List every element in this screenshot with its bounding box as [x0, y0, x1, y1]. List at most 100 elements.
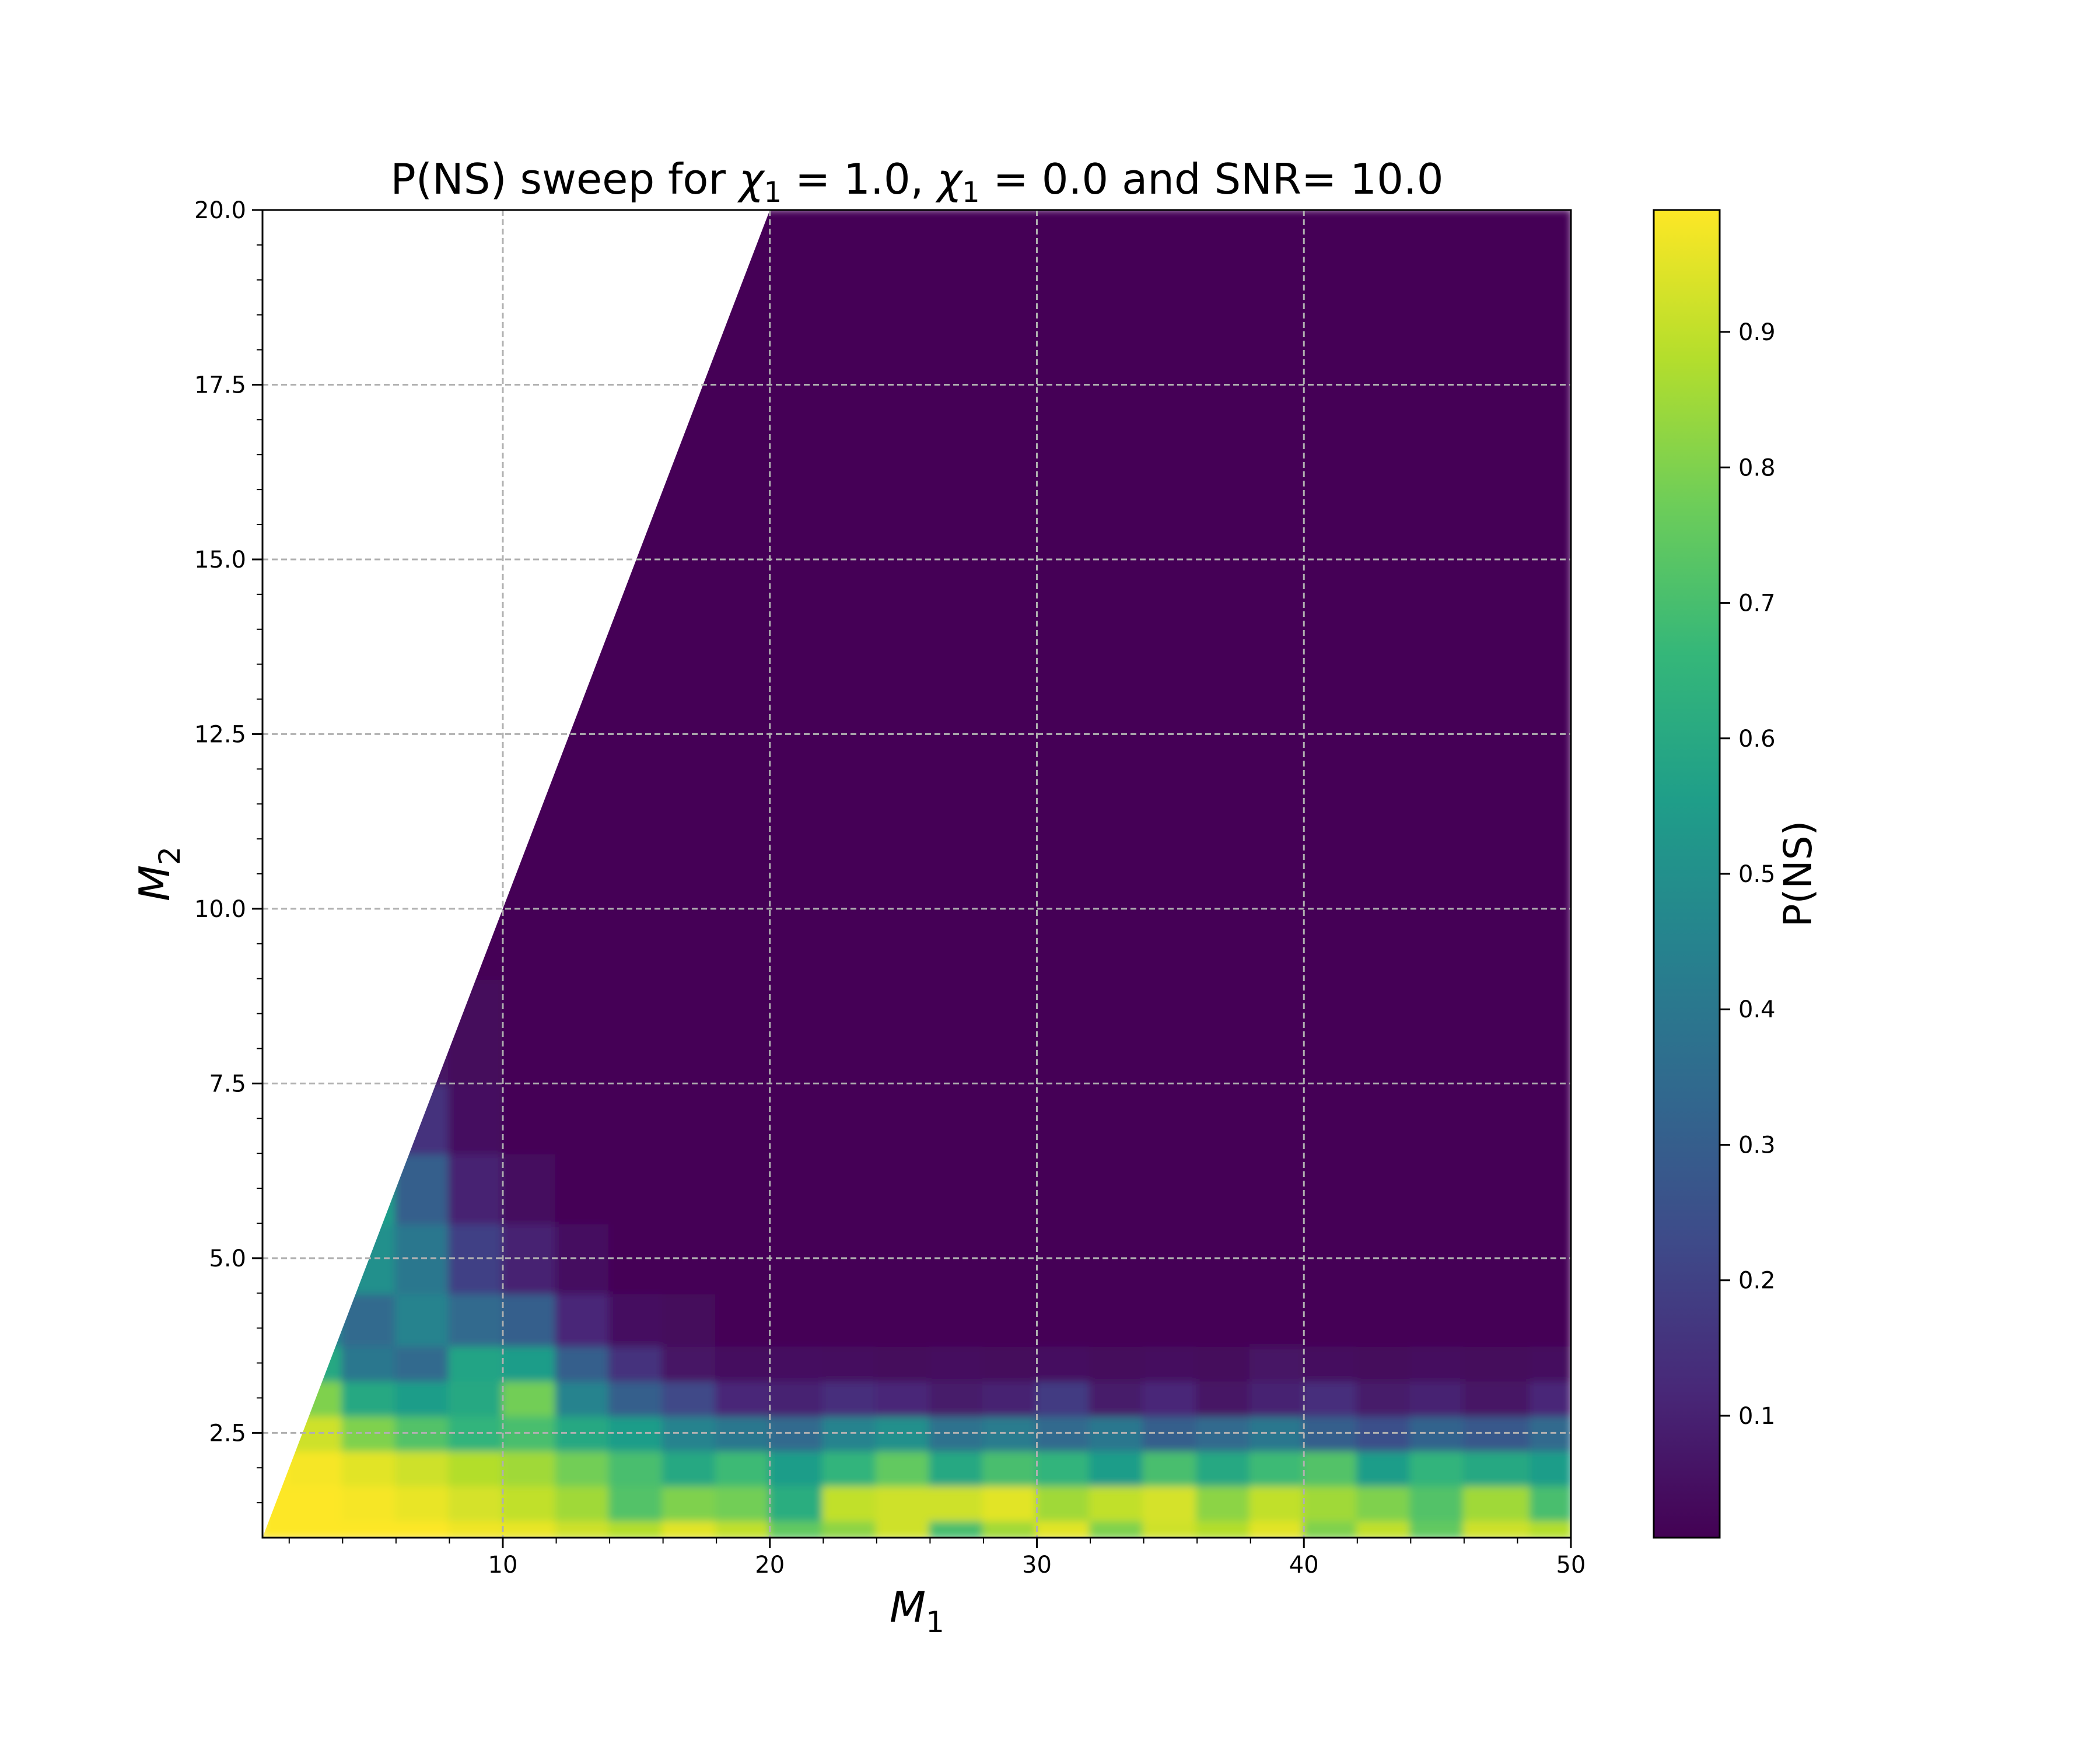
heatmap-cell — [662, 1484, 718, 1522]
heatmap-cell — [1356, 1484, 1412, 1522]
x-tick-label: 50 — [1556, 1552, 1586, 1578]
heatmap-cell — [1035, 1519, 1092, 1538]
heatmap-cell — [1462, 1484, 1532, 1522]
heatmap-cell — [448, 1082, 504, 1155]
heatmap-cell — [1409, 210, 1465, 299]
heatmap-cell — [341, 1449, 397, 1487]
heatmap-cell — [715, 1292, 771, 1347]
colorbar-gradient — [1654, 210, 1720, 1538]
heatmap-cell — [1089, 977, 1145, 1085]
heatmap-cell — [448, 1379, 504, 1417]
heatmap-cell — [1035, 1379, 1092, 1417]
heatmap-cell — [929, 210, 985, 299]
heatmap-cell — [1249, 1292, 1306, 1347]
heatmap-cell — [768, 1449, 825, 1487]
heatmap-cell — [1409, 1519, 1465, 1538]
heatmap-cell — [929, 1292, 985, 1347]
heatmap-cell — [875, 1414, 932, 1452]
heatmap-cell — [929, 1519, 985, 1538]
heatmap-cell — [875, 1484, 932, 1522]
x-axis-title-subscript: 1 — [926, 1605, 944, 1639]
heatmap-cell — [501, 1449, 558, 1487]
heatmap-cell — [1035, 1414, 1092, 1452]
heatmap-cell — [768, 1292, 825, 1347]
y-tick-label: 12.5 — [194, 721, 246, 748]
heatmap-cell — [875, 1292, 932, 1347]
heatmap-cell — [1035, 1449, 1092, 1487]
heatmap-cell — [1249, 977, 1306, 1085]
heatmap-cell — [1196, 1449, 1252, 1487]
heatmap-cell — [394, 1449, 451, 1487]
heatmap-cell — [1249, 1344, 1306, 1382]
heatmap-cell — [1089, 820, 1145, 980]
heatmap-cell — [875, 1344, 932, 1382]
heatmap-cell — [1089, 1449, 1145, 1487]
heatmap-cell — [608, 1082, 664, 1155]
heatmap-cell — [822, 1379, 878, 1417]
heatmap-cell — [929, 1152, 985, 1224]
heatmap-cell — [1530, 1082, 1571, 1155]
heatmap-cell — [555, 1519, 611, 1538]
y-axis-title-main: M — [130, 865, 179, 901]
heatmap-cell — [1249, 1484, 1306, 1522]
colorbar-tick-label: 0.5 — [1738, 861, 1776, 888]
heatmap-cell — [448, 1222, 504, 1294]
heatmap-cell — [982, 820, 1038, 980]
x-axis-title-main: M — [890, 1583, 926, 1632]
x-tick-label: 30 — [1022, 1552, 1052, 1578]
colorbar-tick-label: 0.2 — [1738, 1268, 1776, 1294]
heatmap-cell — [1303, 1484, 1359, 1522]
heatmap-cell — [875, 977, 932, 1085]
heatmap-cell — [715, 977, 771, 1085]
heatmap-cell — [1356, 1519, 1412, 1538]
heatmap-cell — [1462, 1449, 1532, 1487]
heatmap-cell — [448, 1484, 504, 1522]
heatmap-cell — [822, 645, 878, 823]
heatmap-cell — [1462, 1082, 1532, 1155]
heatmap-cell — [822, 1519, 878, 1538]
heatmap-cell — [715, 1484, 771, 1522]
title-chi-2-subscript: 1 — [962, 176, 980, 209]
heatmap-cell — [875, 645, 932, 823]
heatmap-cell — [501, 1484, 558, 1522]
heatmap-cell — [822, 1292, 878, 1347]
heatmap-cell — [1303, 977, 1359, 1085]
heatmap-cell — [1142, 1379, 1199, 1417]
heatmap-cell — [1530, 1484, 1571, 1522]
heatmap-cell — [1530, 1152, 1571, 1224]
heatmap-cell — [822, 1344, 878, 1382]
heatmap-cell — [1303, 1449, 1359, 1487]
heatmap-cell — [555, 977, 611, 1085]
heatmap-cell — [1249, 471, 1306, 648]
y-tick-label: 7.5 — [209, 1070, 246, 1097]
heatmap-cell — [715, 1379, 771, 1417]
title-part-0: P(NS) sweep for — [390, 155, 739, 204]
heatmap-cell — [1142, 1152, 1199, 1224]
heatmap-cell — [1035, 296, 1092, 474]
heatmap-cell — [1035, 1484, 1092, 1522]
heatmap-cell — [1249, 1414, 1306, 1452]
heatmap-cell — [1356, 1292, 1412, 1347]
chart-title: P(NS) sweep for χ1 = 1.0, χ1 = 0.0 and S… — [390, 155, 1443, 209]
heatmap-cell — [555, 1292, 611, 1347]
heatmap-cell — [1462, 820, 1532, 980]
heatmap-cell — [1409, 645, 1465, 823]
heatmap-cell — [768, 820, 825, 980]
heatmap-cell — [1356, 820, 1412, 980]
heatmap-cell — [501, 1082, 558, 1155]
heatmap-cell — [555, 1484, 611, 1522]
heatmap-cell — [1196, 1379, 1252, 1417]
heatmap-cell — [875, 1082, 932, 1155]
y-axis-title: M2 — [130, 846, 187, 901]
heatmap-cell — [555, 1152, 611, 1224]
heatmap-cell — [1409, 1414, 1465, 1452]
heatmap-cell — [1035, 210, 1092, 299]
heatmap-cell — [608, 1379, 664, 1417]
heatmap-cell — [982, 1292, 1038, 1347]
heatmap-cell — [662, 1414, 718, 1452]
heatmap-cell — [1249, 645, 1306, 823]
heatmap-cell — [929, 1082, 985, 1155]
heatmap-cell — [501, 1152, 558, 1224]
heatmap-cell — [929, 1484, 985, 1522]
heatmap-cell — [1035, 471, 1092, 648]
